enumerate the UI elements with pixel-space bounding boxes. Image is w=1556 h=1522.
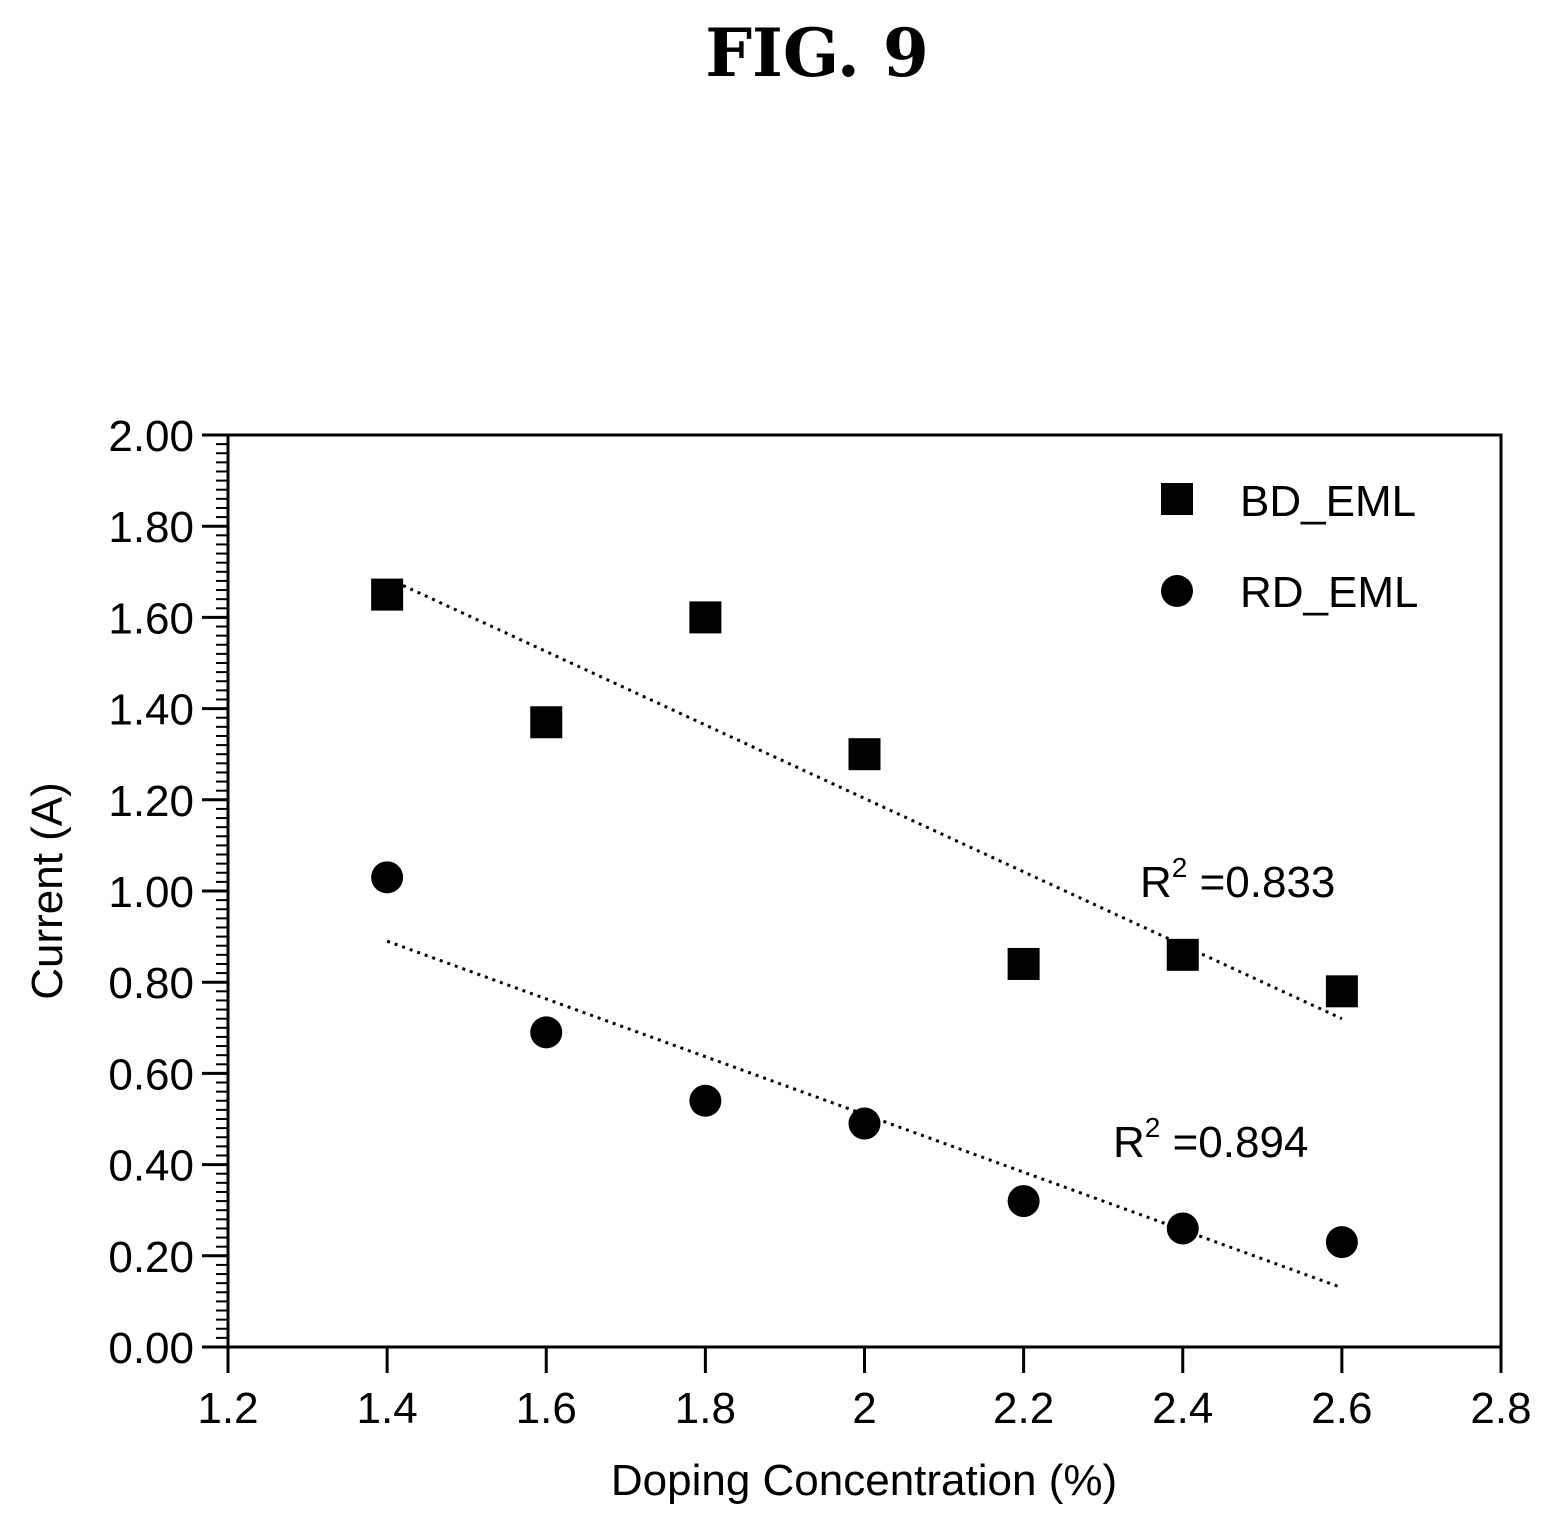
axis-ticks (202, 433, 1503, 1373)
point-bd-eml (689, 601, 722, 634)
legend-marker-rd-eml (1161, 575, 1193, 607)
r-squared-rd-eml-base: R (1113, 1118, 1145, 1167)
r-squared-bd-eml-value: =0.833 (1187, 858, 1335, 907)
y-tick-label: 0.20 (108, 1233, 194, 1282)
legend-marker-bd-eml (1161, 483, 1193, 515)
figure-title: FIG. 9 (705, 14, 929, 92)
trendlines (386, 584, 1343, 1290)
point-rd-eml (1007, 1185, 1040, 1218)
x-tick-label: 1.4 (357, 1384, 418, 1433)
legend: BD_EML RD_EML (1161, 477, 1419, 617)
x-axis-label: Doping Concentration (%) (611, 1456, 1117, 1505)
r-squared-bd-eml-sup: 2 (1172, 852, 1188, 883)
r-squared-rd-eml: R2 =0.894 (1113, 1112, 1308, 1167)
trendline-rd-eml (386, 939, 1343, 1290)
point-bd-eml (1325, 975, 1358, 1008)
y-tick-label: 1.20 (108, 777, 194, 826)
point-rd-eml (848, 1107, 881, 1140)
point-bd-eml (848, 738, 881, 771)
x-tick-label: 2.2 (993, 1384, 1054, 1433)
y-tick-label: 0.60 (108, 1050, 194, 1099)
point-bd-eml (530, 706, 563, 739)
y-tick-label: 1.40 (108, 686, 194, 735)
x-tick-label: 1.8 (675, 1384, 736, 1433)
x-tick-label: 2.6 (1311, 1384, 1372, 1433)
y-tick-label: 0.00 (108, 1324, 194, 1373)
r-squared-rd-eml-value: =0.894 (1160, 1118, 1308, 1167)
y-tick-label: 0.40 (108, 1142, 194, 1191)
y-tick-label: 0.80 (108, 959, 194, 1008)
point-bd-eml (1166, 938, 1199, 971)
r-squared-rd-eml-sup: 2 (1145, 1112, 1161, 1143)
r-squared-bd-eml: R2 =0.833 (1140, 852, 1335, 907)
point-bd-eml (1007, 947, 1040, 980)
point-bd-eml (371, 578, 404, 611)
point-rd-eml (371, 861, 404, 894)
y-tick-label: 1.80 (108, 503, 194, 552)
point-rd-eml (530, 1016, 563, 1049)
legend-label-bd-eml: BD_EML (1240, 477, 1416, 526)
point-rd-eml (689, 1084, 722, 1117)
y-tick-label: 1.60 (108, 594, 194, 643)
y-tick-label: 1.00 (108, 868, 194, 917)
tick-labels: 0.00 0.20 0.40 0.60 0.80 1.00 1.20 1.40 1.60 1.80… (108, 412, 1531, 1433)
data-marks (371, 578, 1358, 1259)
y-tick-label: 2.00 (108, 412, 194, 461)
legend-label-rd-eml: RD_EML (1240, 568, 1419, 617)
scatter-chart: 0.00 0.20 0.40 0.60 0.80 1.00 1.20 1.40 1.60 1.80… (23, 412, 1532, 1505)
point-rd-eml (1325, 1226, 1358, 1259)
x-tick-label: 2 (852, 1384, 876, 1433)
x-tick-label: 1.2 (197, 1384, 258, 1433)
x-tick-label: 2.8 (1470, 1384, 1531, 1433)
x-tick-label: 1.6 (516, 1384, 577, 1433)
r-squared-bd-eml-base: R (1140, 858, 1172, 907)
point-rd-eml (1166, 1212, 1199, 1245)
x-tick-label: 2.4 (1152, 1384, 1213, 1433)
y-axis-label: Current (A) (23, 782, 72, 1000)
trendline-bd-eml (402, 584, 1343, 1021)
